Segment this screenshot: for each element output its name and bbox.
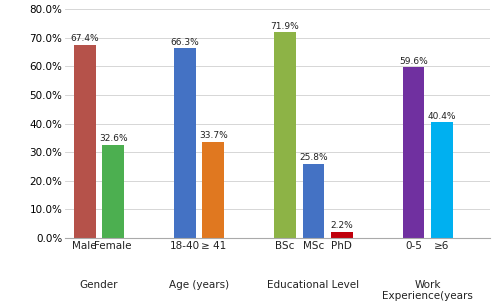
Bar bbox=[302, 164, 324, 238]
Text: 32.6%: 32.6% bbox=[99, 134, 128, 143]
Bar bbox=[102, 145, 124, 238]
Text: Gender: Gender bbox=[80, 280, 118, 289]
Bar bbox=[402, 67, 424, 238]
Text: 40.4%: 40.4% bbox=[428, 112, 456, 121]
Text: 33.7%: 33.7% bbox=[199, 131, 228, 140]
Bar bbox=[431, 122, 452, 238]
Bar bbox=[74, 45, 96, 238]
Bar bbox=[331, 231, 352, 238]
Bar bbox=[174, 48, 196, 238]
Text: 67.4%: 67.4% bbox=[70, 34, 99, 43]
Text: Age (years): Age (years) bbox=[169, 280, 229, 289]
Text: 2.2%: 2.2% bbox=[330, 221, 353, 230]
Text: Work
Experience(years: Work Experience(years bbox=[382, 280, 473, 301]
Bar bbox=[202, 142, 224, 238]
Bar bbox=[274, 32, 296, 238]
Text: 59.6%: 59.6% bbox=[399, 57, 428, 66]
Text: 71.9%: 71.9% bbox=[270, 22, 300, 30]
Text: 66.3%: 66.3% bbox=[170, 38, 199, 47]
Text: Educational Level: Educational Level bbox=[268, 280, 360, 289]
Text: 25.8%: 25.8% bbox=[299, 153, 328, 162]
